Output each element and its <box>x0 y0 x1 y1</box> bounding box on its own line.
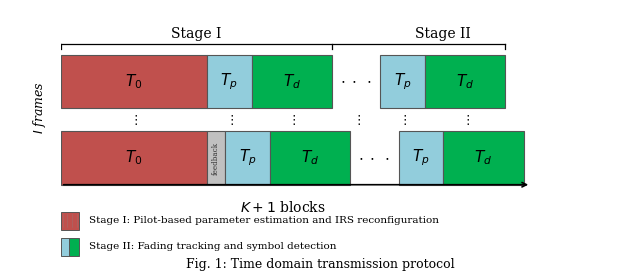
Bar <box>207 55 252 108</box>
Text: $T_0$: $T_0$ <box>125 72 143 91</box>
Bar <box>207 131 225 185</box>
Bar <box>399 131 444 185</box>
Text: Stage I: Stage I <box>171 27 221 41</box>
Text: $\vdots$: $\vdots$ <box>351 113 360 127</box>
Text: $T_p$: $T_p$ <box>220 71 238 92</box>
Text: $\vdots$: $\vdots$ <box>398 113 407 127</box>
Bar <box>425 55 506 108</box>
Text: $T_p$: $T_p$ <box>394 71 412 92</box>
Bar <box>61 212 79 230</box>
Bar <box>61 131 207 185</box>
Bar <box>252 55 332 108</box>
Bar <box>61 238 69 256</box>
Bar <box>444 131 524 185</box>
Bar <box>61 55 207 108</box>
Text: Stage II: Fading tracking and symbol detection: Stage II: Fading tracking and symbol det… <box>90 242 337 252</box>
Text: $T_p$: $T_p$ <box>412 148 430 168</box>
Text: $\cdot\;\cdot\;\cdot$: $\cdot\;\cdot\;\cdot$ <box>358 151 390 165</box>
Text: $T_d$: $T_d$ <box>456 72 474 91</box>
Text: $I$ frames: $I$ frames <box>31 81 47 134</box>
Text: $T_d$: $T_d$ <box>474 149 493 167</box>
Bar <box>270 131 350 185</box>
Text: $\vdots$: $\vdots$ <box>225 113 234 127</box>
Text: $K+1$ blocks: $K+1$ blocks <box>240 200 326 215</box>
Bar <box>69 238 79 256</box>
Bar <box>225 131 270 185</box>
Text: feedback: feedback <box>212 141 220 175</box>
Text: Stage I: Pilot-based parameter estimation and IRS reconfiguration: Stage I: Pilot-based parameter estimatio… <box>90 216 440 225</box>
Text: $\vdots$: $\vdots$ <box>287 113 296 127</box>
Text: Fig. 1: Time domain transmission protocol: Fig. 1: Time domain transmission protoco… <box>186 258 454 271</box>
Bar <box>380 55 425 108</box>
Text: $T_p$: $T_p$ <box>239 148 256 168</box>
Text: $T_d$: $T_d$ <box>301 149 319 167</box>
Text: $\vdots$: $\vdots$ <box>129 113 138 127</box>
Text: $\cdot\;\cdot\;\cdot$: $\cdot\;\cdot\;\cdot$ <box>340 75 372 89</box>
Text: Stage II: Stage II <box>415 27 471 41</box>
Text: $\vdots$: $\vdots$ <box>461 113 470 127</box>
Text: $T_0$: $T_0$ <box>125 149 143 167</box>
Text: $T_d$: $T_d$ <box>283 72 301 91</box>
